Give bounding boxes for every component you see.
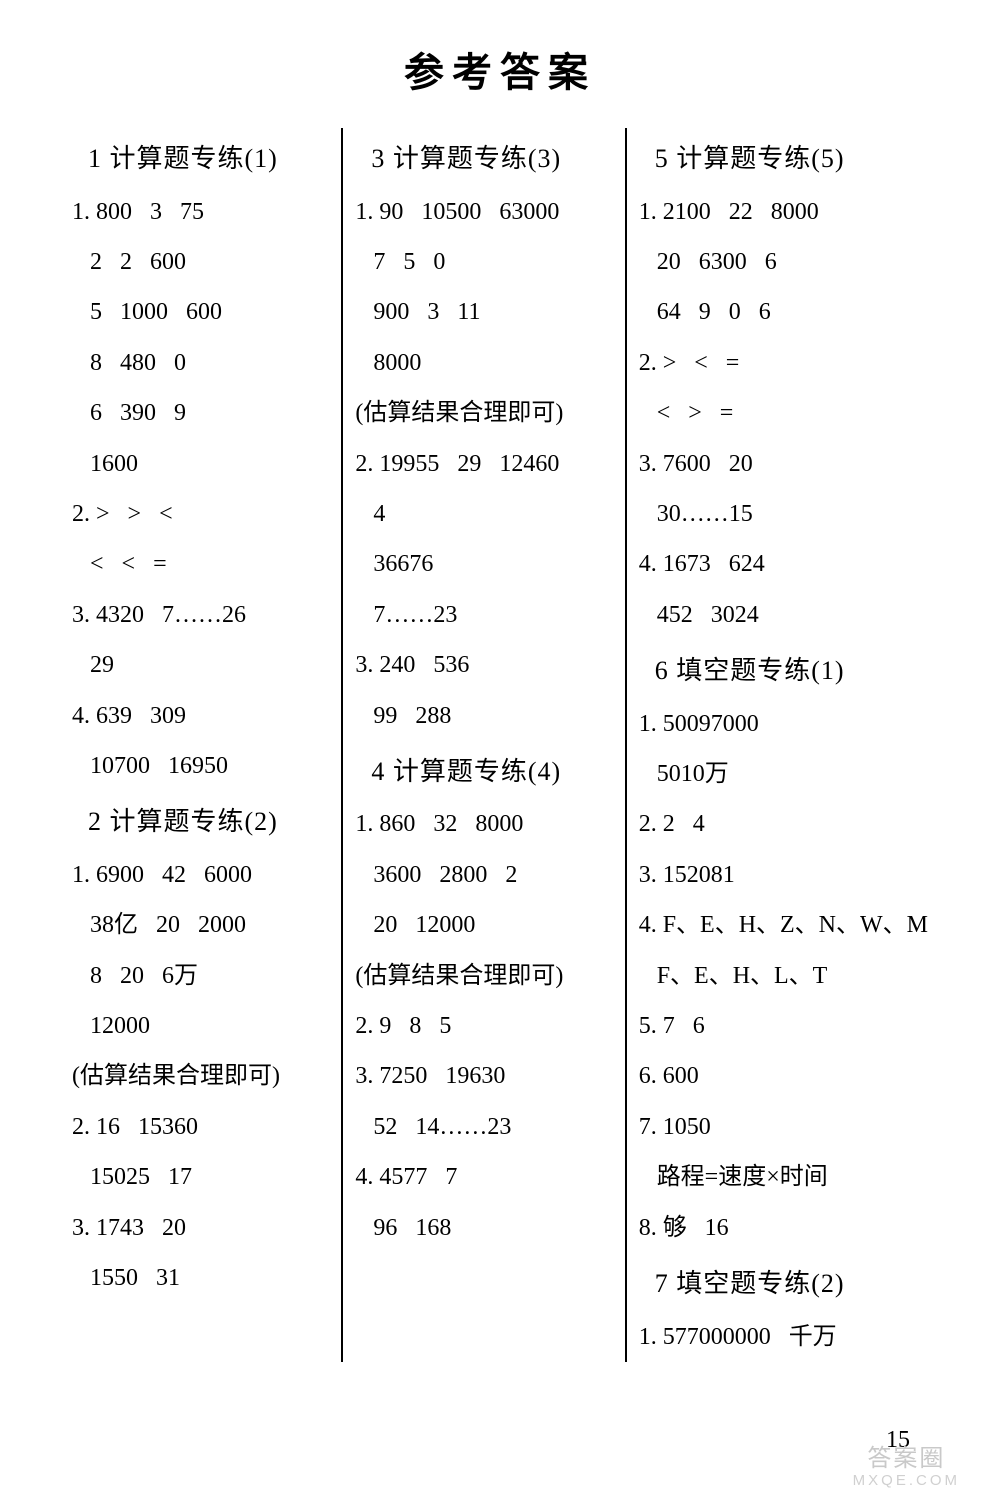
- column-1: 1 计算题专练(1) 1. 800 3 75 2 2 600 5 1000 60…: [60, 128, 341, 1362]
- answer-line: 1. 6900 42 6000: [72, 850, 329, 900]
- answer-line: 1. 800 3 75: [72, 187, 329, 237]
- answer-line: 30……15: [639, 489, 928, 539]
- answer-line: 2. 19955 29 12460: [355, 439, 612, 489]
- answer-line: 6. 600: [639, 1051, 928, 1101]
- answer-line: 7 5 0: [355, 237, 612, 287]
- section-heading: 5 计算题专练(5): [639, 132, 928, 187]
- answer-line: 1. 90 10500 63000: [355, 187, 612, 237]
- answer-line: 3. 152081: [639, 850, 928, 900]
- answer-line: 7. 1050: [639, 1102, 928, 1152]
- answer-line: 1. 2100 22 8000: [639, 187, 928, 237]
- answer-line: 7……23: [355, 590, 612, 640]
- answer-line: 2 2 600: [72, 237, 329, 287]
- answer-line: 3. 7250 19630: [355, 1051, 612, 1101]
- answer-line: 64 9 0 6: [639, 287, 928, 337]
- answer-line: 3. 4320 7……26: [72, 590, 329, 640]
- answer-line: 5010万: [639, 749, 928, 799]
- page-title: 参考答案: [60, 40, 940, 98]
- answer-line: 5 1000 600: [72, 287, 329, 337]
- answer-line: 3. 240 536: [355, 640, 612, 690]
- answer-line: (估算结果合理即可): [355, 388, 612, 438]
- answer-line: 3600 2800 2: [355, 850, 612, 900]
- answer-line: 15025 17: [72, 1152, 329, 1202]
- answer-line: 2. 16 15360: [72, 1102, 329, 1152]
- answer-line: 6 390 9: [72, 388, 329, 438]
- answer-line: 3. 7600 20: [639, 439, 928, 489]
- answer-line: (估算结果合理即可): [355, 951, 612, 1001]
- answer-line: < < =: [72, 539, 329, 589]
- answer-line: 36676: [355, 539, 612, 589]
- answer-line: 12000: [72, 1001, 329, 1051]
- answer-line: 1600: [72, 439, 329, 489]
- answer-line: 4. 639 309: [72, 691, 329, 741]
- answer-line: 52 14……23: [355, 1102, 612, 1152]
- section-heading: 4 计算题专练(4): [355, 745, 612, 800]
- section-heading: 1 计算题专练(1): [72, 132, 329, 187]
- answer-line: 1550 31: [72, 1253, 329, 1303]
- answer-line: 8 20 6万: [72, 951, 329, 1001]
- answer-line: 1. 860 32 8000: [355, 799, 612, 849]
- answer-line: 路程=速度×时间: [639, 1152, 928, 1202]
- answer-line: 2. 9 8 5: [355, 1001, 612, 1051]
- column-2: 3 计算题专练(3) 1. 90 10500 63000 7 5 0 900 3…: [341, 128, 626, 1362]
- answer-line: 1. 50097000: [639, 699, 928, 749]
- answer-line: 20 12000: [355, 900, 612, 950]
- answer-line: 900 3 11: [355, 287, 612, 337]
- answer-line: 2. > > <: [72, 489, 329, 539]
- answer-line: 20 6300 6: [639, 237, 928, 287]
- section-heading: 2 计算题专练(2): [72, 795, 329, 850]
- page: 参考答案 1 计算题专练(1) 1. 800 3 75 2 2 600 5 10…: [0, 0, 1000, 1509]
- answer-line: 2. > < =: [639, 338, 928, 388]
- answer-line: 96 168: [355, 1203, 612, 1253]
- answer-line: 4: [355, 489, 612, 539]
- answer-line: 2. 2 4: [639, 799, 928, 849]
- answer-line: 4. 1673 624: [639, 539, 928, 589]
- columns-container: 1 计算题专练(1) 1. 800 3 75 2 2 600 5 1000 60…: [60, 128, 940, 1362]
- watermark-top: 答案圈: [853, 1446, 960, 1472]
- answer-line: 8000: [355, 338, 612, 388]
- answer-line: 452 3024: [639, 590, 928, 640]
- watermark-sub: MXQE.COM: [853, 1473, 960, 1490]
- answer-line: 99 288: [355, 691, 612, 741]
- answer-line: 29: [72, 640, 329, 690]
- answer-line: 8. 够 16: [639, 1203, 928, 1253]
- answer-line: 38亿 20 2000: [72, 900, 329, 950]
- answer-line: 8 480 0: [72, 338, 329, 388]
- answer-line: 4. 4577 7: [355, 1152, 612, 1202]
- section-heading: 6 填空题专练(1): [639, 644, 928, 699]
- answer-line: 4. F、E、H、Z、N、W、M: [639, 900, 928, 950]
- answer-line: 1. 577000000 千万: [639, 1312, 928, 1362]
- column-3: 5 计算题专练(5) 1. 2100 22 8000 20 6300 6 64 …: [627, 128, 940, 1362]
- answer-line: 5. 7 6: [639, 1001, 928, 1051]
- section-heading: 7 填空题专练(2): [639, 1257, 928, 1312]
- watermark: 答案圈 MXQE.COM: [853, 1446, 960, 1489]
- answer-line: 3. 1743 20: [72, 1203, 329, 1253]
- answer-line: F、E、H、L、T: [639, 951, 928, 1001]
- answer-line: < > =: [639, 388, 928, 438]
- answer-line: 10700 16950: [72, 741, 329, 791]
- section-heading: 3 计算题专练(3): [355, 132, 612, 187]
- answer-line: (估算结果合理即可): [72, 1051, 329, 1101]
